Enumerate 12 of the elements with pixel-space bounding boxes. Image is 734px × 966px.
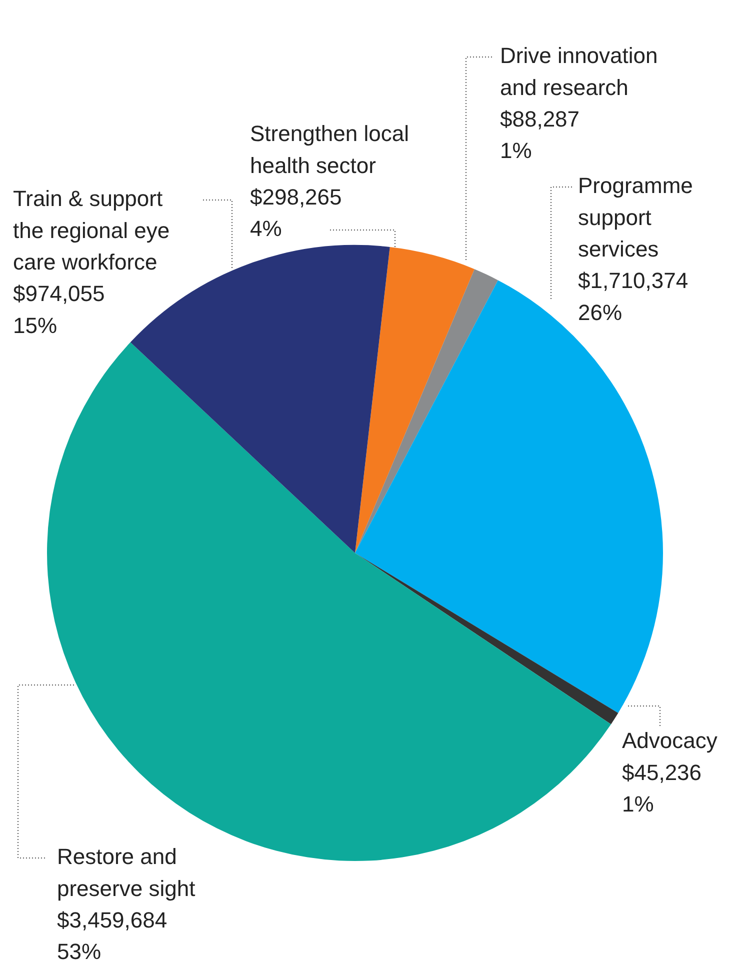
data-label: $3,459,684 53% [57, 907, 168, 964]
slice-label: Drive innovation and research [500, 43, 658, 100]
data-label: $1,710,374 26% [578, 268, 688, 325]
slice-label: Programme support services [578, 173, 693, 262]
data-label: $974,055 15% [13, 281, 105, 338]
data-label: $45,236 1% [622, 760, 702, 816]
data-label: $88,287 1% [500, 106, 580, 164]
slice-label: Train & support the regional eye care workforce [13, 186, 170, 274]
slice-label: Restore and preserve sight [57, 844, 196, 901]
slice-label: Strengthen local health sector [250, 121, 409, 178]
slice-label: Advocacy [622, 728, 718, 754]
data-label: $298,265 4% [250, 184, 342, 242]
